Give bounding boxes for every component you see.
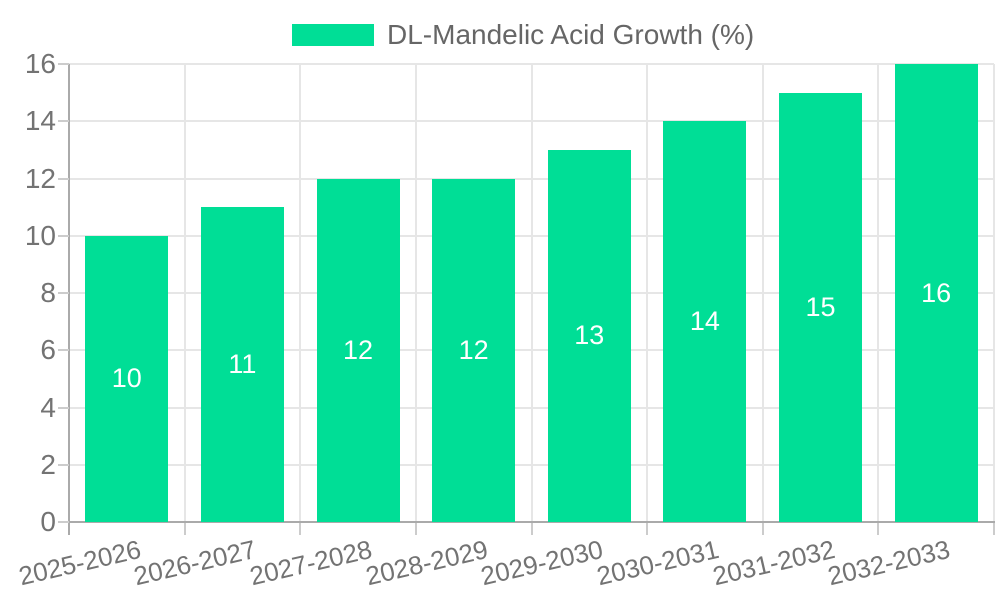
y-tick xyxy=(58,463,69,466)
v-gridline xyxy=(530,64,533,522)
v-gridline xyxy=(646,64,649,522)
y-axis-line xyxy=(68,64,70,535)
y-tick xyxy=(58,234,69,237)
y-tick xyxy=(58,177,69,180)
bar[interactable]: 10 xyxy=(85,235,169,522)
bar-value-label: 13 xyxy=(574,320,605,351)
legend-label: DL-Mandelic Acid Growth (%) xyxy=(387,19,755,50)
x-axis-line xyxy=(68,521,995,523)
bar-value-label: 15 xyxy=(805,291,836,322)
y-tick-label: 6 xyxy=(40,334,56,366)
y-tick-label: 4 xyxy=(40,391,56,423)
v-gridline xyxy=(993,64,995,522)
y-tick-label: 2 xyxy=(40,448,56,480)
x-tick xyxy=(183,522,186,535)
x-tick xyxy=(993,522,995,535)
x-tick xyxy=(530,522,533,535)
y-tick-label: 0 xyxy=(40,506,56,537)
x-tick xyxy=(646,522,649,535)
y-tick xyxy=(58,292,69,294)
v-gridline xyxy=(761,64,764,522)
x-tick xyxy=(299,522,302,535)
y-tick xyxy=(58,349,69,352)
y-tick-label: 8 xyxy=(40,277,56,308)
y-tick xyxy=(58,406,69,409)
bar-value-label: 12 xyxy=(458,334,489,365)
bar[interactable]: 13 xyxy=(547,149,631,522)
bar[interactable]: 16 xyxy=(894,64,978,522)
bar-value-label: 14 xyxy=(689,306,720,337)
x-tick xyxy=(877,522,880,535)
bar-value-label: 12 xyxy=(343,334,374,365)
v-gridline xyxy=(877,64,880,522)
bar[interactable]: 12 xyxy=(432,178,516,522)
v-gridline xyxy=(183,64,186,522)
y-tick-label: 16 xyxy=(24,48,56,79)
bar-value-label: 10 xyxy=(111,363,142,394)
bar[interactable]: 11 xyxy=(200,207,284,522)
y-tick-label: 14 xyxy=(24,105,56,137)
bar[interactable]: 12 xyxy=(316,178,400,522)
legend-swatch-icon xyxy=(292,24,374,46)
y-tick xyxy=(58,120,69,123)
y-tick-label: 10 xyxy=(24,219,56,251)
legend[interactable]: DL-Mandelic Acid Growth (%) xyxy=(292,21,754,49)
v-gridline xyxy=(414,64,417,522)
bar[interactable]: 14 xyxy=(663,121,747,522)
y-tick-label: 12 xyxy=(24,162,56,194)
x-tick xyxy=(414,522,417,535)
bar-value-label: 11 xyxy=(228,349,257,380)
x-tick xyxy=(761,522,764,535)
bar-value-label: 16 xyxy=(921,277,952,308)
v-gridline xyxy=(299,64,302,522)
y-tick xyxy=(58,521,69,523)
bar[interactable]: 15 xyxy=(779,92,863,522)
y-tick xyxy=(58,63,69,65)
